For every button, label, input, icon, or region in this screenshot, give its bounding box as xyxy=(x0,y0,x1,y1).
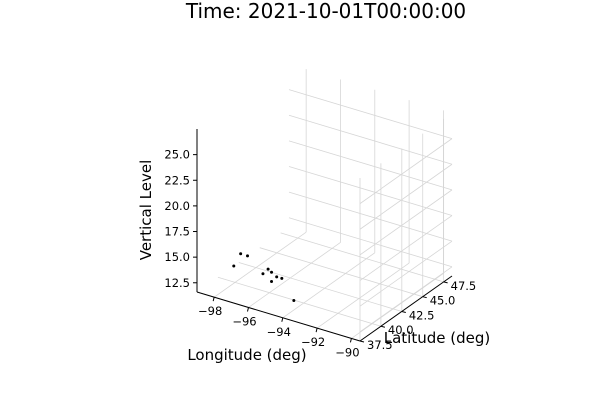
z-tick-label: 15.0 xyxy=(164,250,190,264)
y-tick-mark xyxy=(422,296,427,299)
grid-line xyxy=(316,262,410,329)
chart-title: Time: 2021-10-01T00:00:00 xyxy=(185,0,466,23)
scatter-point xyxy=(232,264,236,268)
x-tick-label: −96 xyxy=(232,314,256,328)
grid-line xyxy=(351,273,444,339)
grid-line xyxy=(217,276,382,327)
scatter-points xyxy=(232,252,296,302)
grid-line xyxy=(280,232,444,283)
grid-line xyxy=(288,89,453,140)
x-axis-line xyxy=(196,291,361,342)
scatter-point xyxy=(266,267,270,271)
x-tick-label: −94 xyxy=(267,325,291,339)
x-tick-label: −98 xyxy=(198,304,222,318)
x-tick-mark xyxy=(281,317,284,322)
y-tick-mark xyxy=(359,340,365,343)
grid-line xyxy=(238,262,402,312)
grid-line xyxy=(288,114,453,165)
grid-line xyxy=(288,191,453,242)
y-axis-label: Latitude (deg) xyxy=(384,329,490,347)
grid-line xyxy=(282,252,376,319)
z-axis-label: Vertical Level xyxy=(137,160,155,261)
y-tick-label: 40.0 xyxy=(388,323,414,337)
scatter-point xyxy=(275,275,279,279)
x-tick-label: −90 xyxy=(335,345,359,359)
tick-labels: −98 −96 −94 −92 −90 37.540.042.545.047.5 12.5 1… xyxy=(164,148,476,360)
scatter-point xyxy=(239,252,243,256)
grid-line xyxy=(259,247,423,298)
grid-line xyxy=(359,189,453,256)
y-tick-label: 45.0 xyxy=(430,294,456,308)
y-axis-line xyxy=(359,275,453,342)
y-tick-label: 42.5 xyxy=(409,308,435,322)
grid-line xyxy=(288,166,453,216)
z-tick-label: 20.0 xyxy=(164,199,190,213)
y-tick-mark xyxy=(380,325,386,328)
grid-line xyxy=(359,215,453,281)
x-axis-label: Longitude (deg) xyxy=(187,346,306,364)
scatter-point xyxy=(246,254,250,258)
axes xyxy=(193,129,453,343)
grid-line xyxy=(359,163,453,230)
grid-line xyxy=(288,217,453,268)
grid-line xyxy=(248,242,341,308)
x-tick-mark xyxy=(315,327,318,333)
z-tick-label: 17.5 xyxy=(164,225,190,239)
grid-line xyxy=(359,266,453,333)
z-tick-label: 12.5 xyxy=(164,276,190,290)
x-tick-mark xyxy=(349,338,352,343)
grid-line xyxy=(359,240,453,307)
x-tick-label: −92 xyxy=(301,335,325,349)
z-tick-label: 22.5 xyxy=(164,173,190,187)
grid-lines xyxy=(196,69,453,342)
grid-line xyxy=(359,138,453,204)
y-tick-label: 37.5 xyxy=(367,338,393,352)
scatter-point xyxy=(270,270,274,274)
scatter-point xyxy=(292,298,296,302)
z-tick-label: 25.0 xyxy=(164,148,190,162)
x-tick-mark xyxy=(212,297,215,302)
x-tick-mark xyxy=(246,307,249,312)
scatter-point xyxy=(270,279,274,283)
scatter-point xyxy=(261,272,265,276)
grid-line xyxy=(213,231,307,298)
grid-line xyxy=(288,140,453,191)
y-tick-mark xyxy=(401,310,406,313)
y-tick-mark xyxy=(443,281,448,284)
scatter-point xyxy=(280,276,284,280)
y-tick-label: 47.5 xyxy=(451,279,477,293)
